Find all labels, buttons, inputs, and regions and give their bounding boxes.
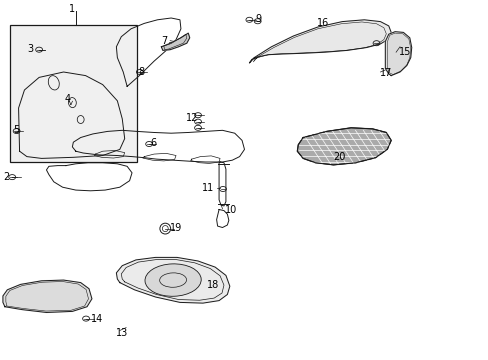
Text: 13: 13 [116, 328, 128, 338]
Polygon shape [116, 257, 229, 303]
Ellipse shape [145, 264, 201, 296]
Text: 19: 19 [170, 223, 182, 233]
Text: 11: 11 [202, 183, 214, 193]
Polygon shape [385, 32, 411, 76]
Polygon shape [3, 280, 92, 312]
Text: 16: 16 [316, 18, 328, 28]
Text: 18: 18 [207, 280, 219, 290]
Text: 17: 17 [380, 68, 392, 78]
Text: 14: 14 [90, 314, 102, 324]
Text: 15: 15 [398, 47, 410, 57]
Polygon shape [249, 20, 390, 63]
Text: 20: 20 [333, 152, 345, 162]
Bar [10, 25, 137, 162]
Text: 9: 9 [255, 14, 261, 24]
Polygon shape [297, 128, 390, 165]
Text: 4: 4 [64, 94, 70, 104]
Text: 5: 5 [13, 125, 20, 135]
Text: 2: 2 [3, 172, 9, 182]
Text: 3: 3 [27, 44, 33, 54]
Text: 6: 6 [150, 138, 156, 148]
Text: 8: 8 [138, 67, 144, 77]
Polygon shape [161, 33, 189, 50]
Text: 7: 7 [161, 36, 167, 46]
Text: 12: 12 [186, 113, 198, 123]
Text: 10: 10 [224, 204, 237, 215]
Text: 1: 1 [69, 4, 75, 14]
